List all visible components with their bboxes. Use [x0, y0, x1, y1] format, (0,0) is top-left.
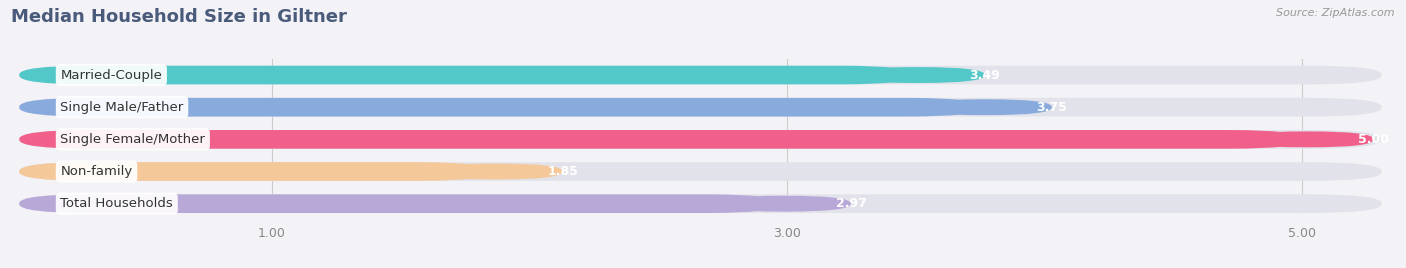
Text: 3.49: 3.49 [970, 69, 1001, 81]
Text: 1.85: 1.85 [547, 165, 578, 178]
FancyBboxPatch shape [20, 130, 1382, 149]
Text: Single Female/Mother: Single Female/Mother [60, 133, 205, 146]
FancyBboxPatch shape [20, 98, 980, 117]
Text: 2.97: 2.97 [835, 197, 866, 210]
Text: Source: ZipAtlas.com: Source: ZipAtlas.com [1277, 8, 1395, 18]
Text: Median Household Size in Giltner: Median Household Size in Giltner [11, 8, 347, 26]
FancyBboxPatch shape [20, 66, 1382, 84]
FancyBboxPatch shape [918, 99, 1052, 115]
Text: 5.00: 5.00 [1358, 133, 1389, 146]
Text: Married-Couple: Married-Couple [60, 69, 162, 81]
Text: Single Male/Father: Single Male/Father [60, 101, 184, 114]
Text: 3.75: 3.75 [1036, 101, 1067, 114]
Text: Non-family: Non-family [60, 165, 132, 178]
FancyBboxPatch shape [1240, 131, 1374, 147]
FancyBboxPatch shape [429, 163, 562, 180]
FancyBboxPatch shape [717, 196, 851, 212]
FancyBboxPatch shape [851, 67, 986, 83]
FancyBboxPatch shape [20, 162, 491, 181]
FancyBboxPatch shape [20, 194, 1382, 213]
FancyBboxPatch shape [20, 194, 779, 213]
FancyBboxPatch shape [20, 130, 1302, 149]
Text: Total Households: Total Households [60, 197, 173, 210]
FancyBboxPatch shape [20, 162, 1382, 181]
FancyBboxPatch shape [20, 66, 912, 84]
FancyBboxPatch shape [20, 98, 1382, 117]
